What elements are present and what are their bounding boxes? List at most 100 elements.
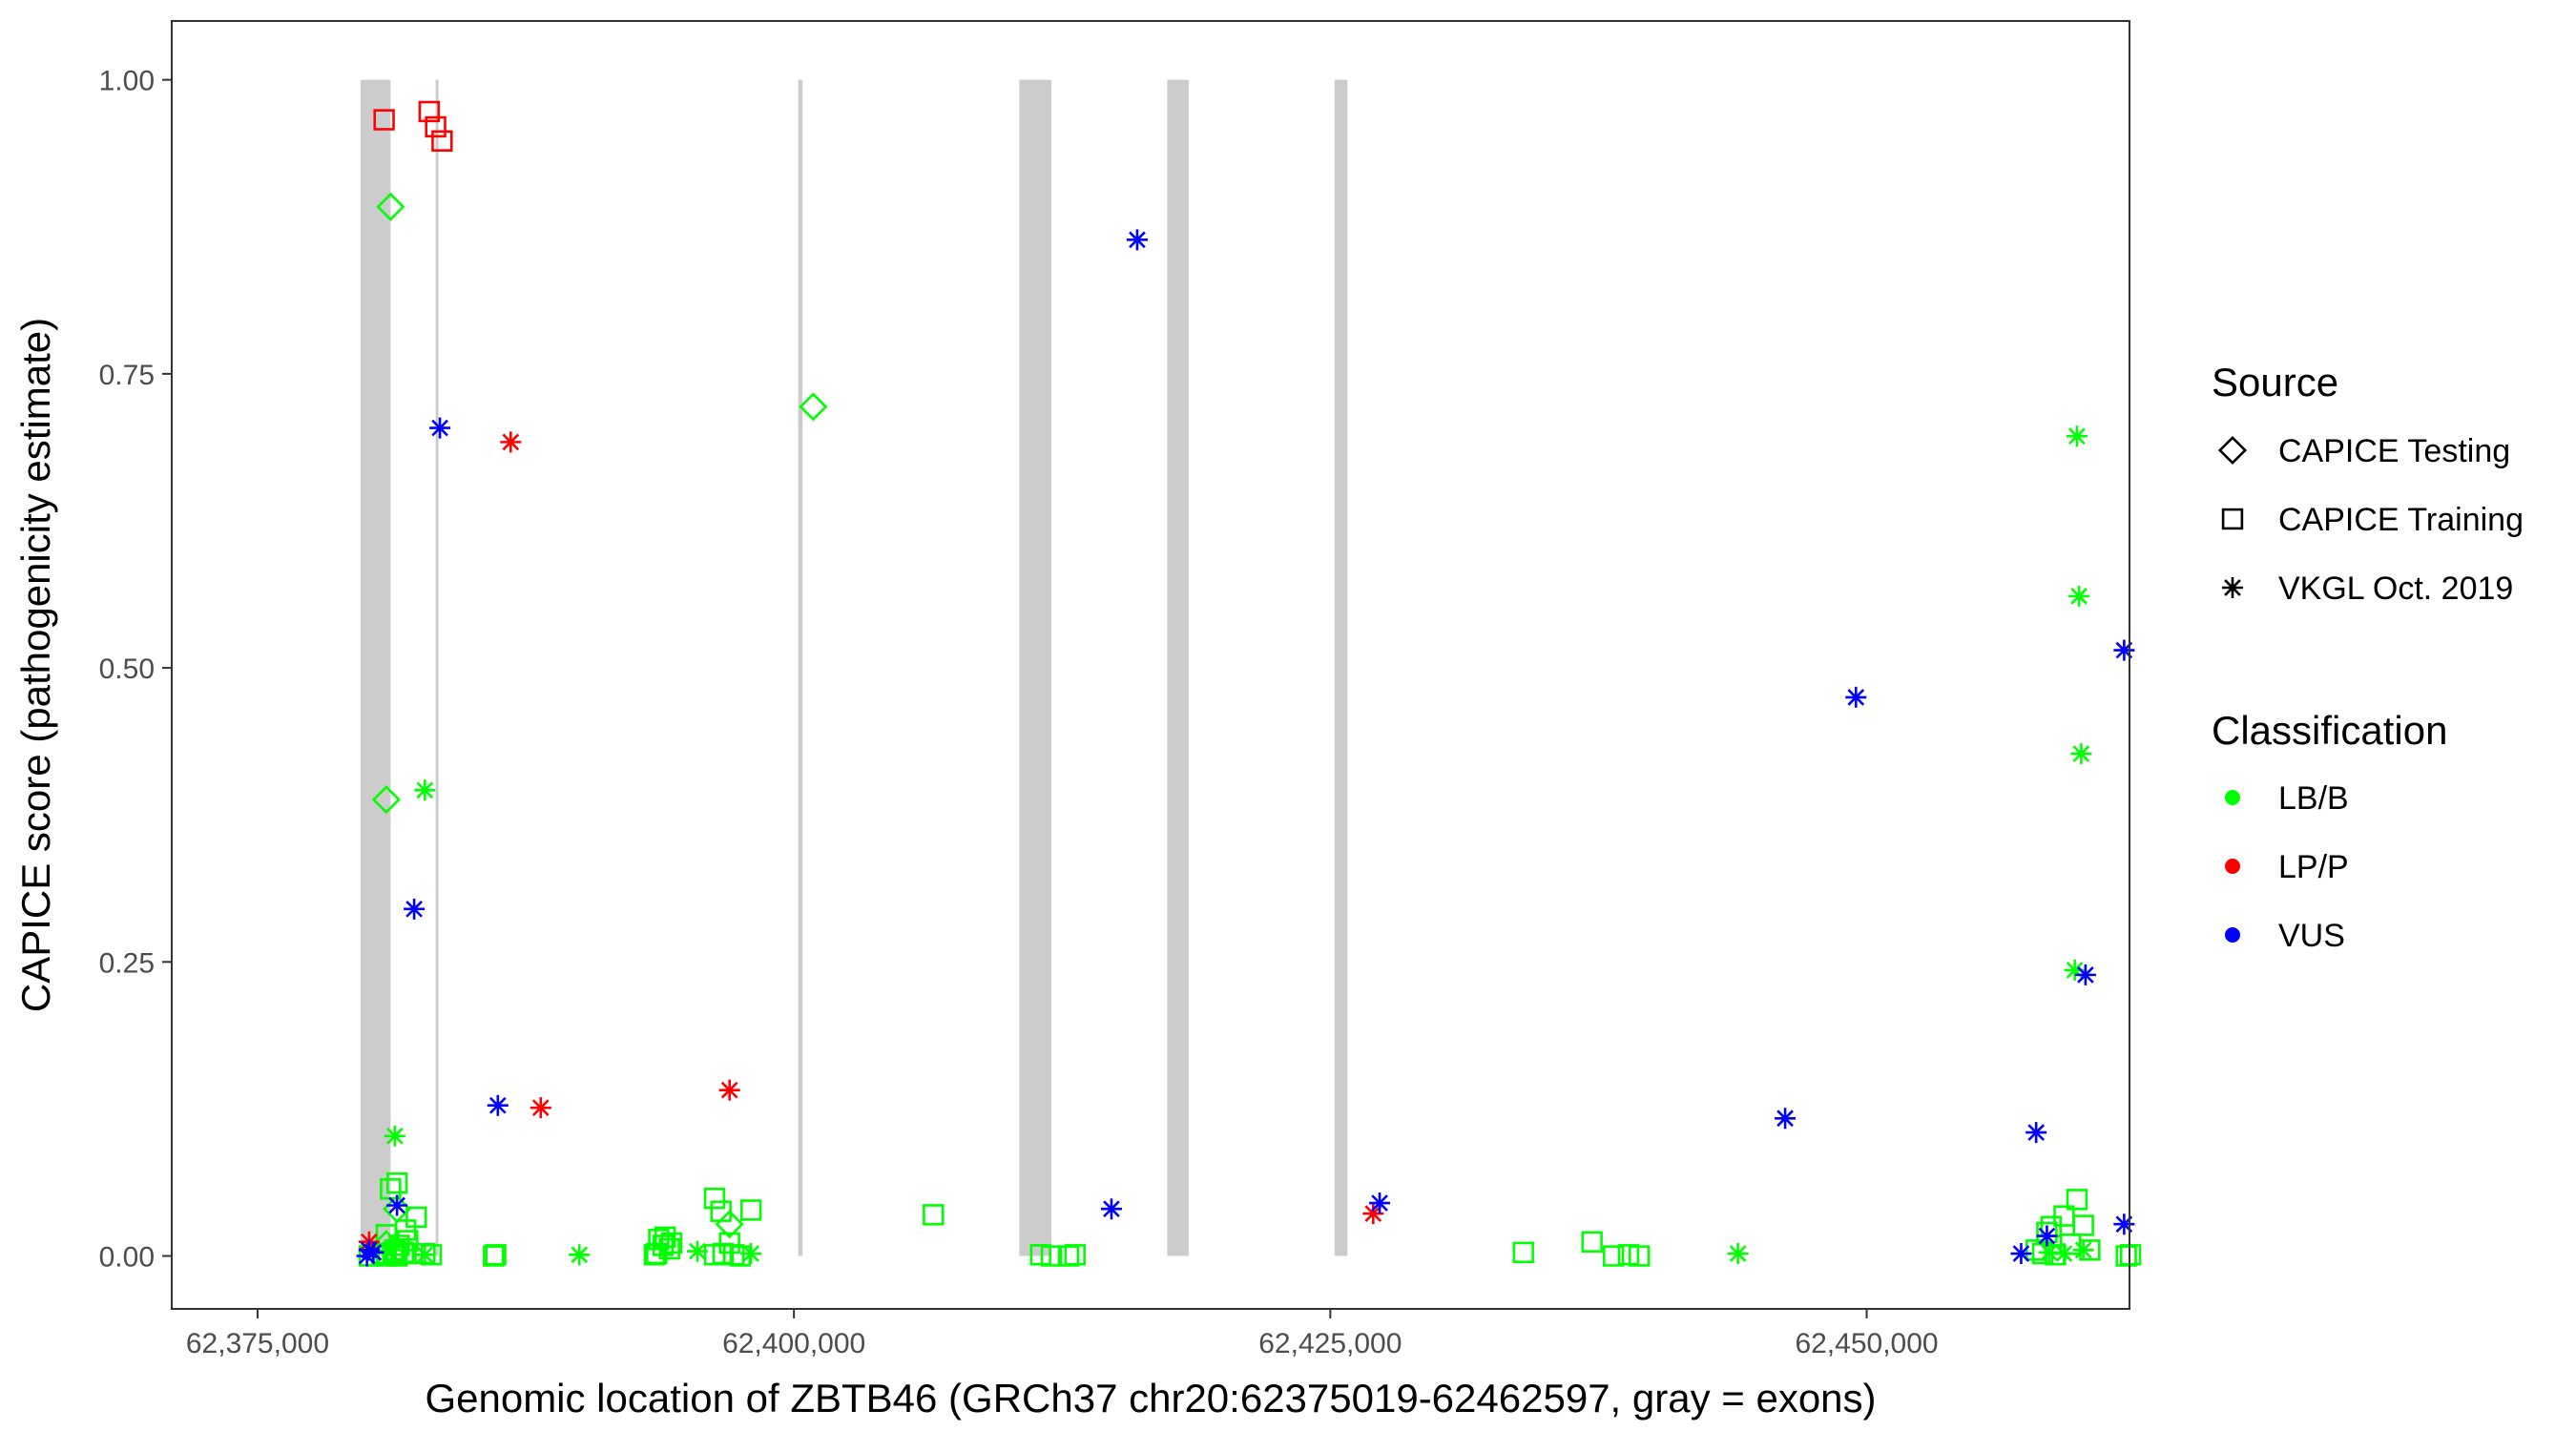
data-point-asterisk <box>429 417 451 439</box>
legend-key-dot <box>2225 927 2240 943</box>
data-point-square <box>2119 1244 2142 1266</box>
legend-entry-label: VUS <box>2278 918 2345 954</box>
plot-panel-border <box>171 20 2130 1310</box>
y-tick-label: 0.25 <box>99 947 155 979</box>
legend-key-diamond <box>2217 435 2248 466</box>
data-point-asterisk <box>487 1094 509 1116</box>
y-tick-label: 0.50 <box>99 653 155 685</box>
data-point-asterisk <box>569 1244 591 1266</box>
data-point-asterisk <box>740 1243 762 1265</box>
data-point-diamond <box>799 392 828 422</box>
data-point-square <box>712 1242 735 1265</box>
data-point-asterisk <box>1126 229 1148 251</box>
exon-band <box>798 79 803 1256</box>
x-tick-label: 62,450,000 <box>1795 1328 1938 1359</box>
axis-layer: 0.00 0.25 0.50 0.75 1.00 62,375,000 62,400,000… <box>99 66 1939 1359</box>
data-point-asterisk <box>2066 425 2088 447</box>
data-point-asterisk <box>2074 964 2096 985</box>
data-point-square <box>1628 1245 1651 1267</box>
data-point-square <box>1029 1244 1051 1266</box>
exon-layer <box>360 79 1348 1256</box>
data-point-asterisk <box>1775 1108 1797 1130</box>
data-point-asterisk <box>2053 1243 2075 1265</box>
data-point-asterisk <box>414 1244 436 1266</box>
data-point-square <box>373 109 395 131</box>
legend-key-square <box>2221 508 2244 530</box>
y-tick-label: 1.00 <box>99 66 155 97</box>
data-point-square <box>1064 1244 1086 1266</box>
data-point-asterisk <box>718 1079 740 1101</box>
data-point-square <box>1602 1245 1625 1267</box>
data-point-asterisk <box>2113 639 2135 661</box>
data-point-asterisk <box>500 431 522 453</box>
data-point-asterisk <box>2036 1225 2058 1247</box>
data-point-asterisk <box>1369 1192 1391 1214</box>
legend-entry-label: LB/B <box>2278 780 2349 817</box>
exon-band <box>1334 79 1348 1256</box>
data-point-square <box>652 1234 675 1256</box>
data-point-asterisk <box>2068 585 2090 607</box>
x-tick-label: 62,400,000 <box>722 1328 865 1359</box>
legend-key-dot <box>2225 790 2240 805</box>
data-point-square <box>2072 1214 2094 1236</box>
data-point-asterisk <box>1100 1198 1122 1220</box>
data-point-asterisk <box>2038 1241 2060 1263</box>
data-point-asterisk <box>384 1125 405 1147</box>
data-point-square <box>405 1206 427 1229</box>
point-layer <box>356 100 2142 1267</box>
data-point-square <box>392 1241 415 1264</box>
legend: Source CAPICE Testing CAPICE Training VKGL … <box>2212 360 2524 954</box>
data-point-square <box>397 1230 419 1252</box>
data-point-asterisk <box>358 1239 380 1261</box>
data-point-asterisk <box>2113 1213 2135 1235</box>
legend-entry-label: CAPICE Training <box>2278 502 2524 538</box>
data-point-square <box>485 1244 507 1266</box>
data-point-asterisk <box>1362 1203 1384 1225</box>
data-point-square <box>739 1199 762 1221</box>
y-tick-label: 0.00 <box>99 1242 155 1274</box>
legend-entry-label: LP/P <box>2278 849 2349 885</box>
data-point-asterisk <box>1845 686 1867 708</box>
data-point-square <box>418 100 441 123</box>
data-point-square <box>658 1237 680 1260</box>
data-point-square <box>1040 1245 1063 1267</box>
data-point-asterisk <box>2025 1122 2047 1144</box>
data-point-square <box>923 1204 945 1226</box>
data-point-asterisk <box>404 898 426 920</box>
data-point-square <box>425 115 447 138</box>
data-point-asterisk <box>414 779 436 801</box>
data-point-diamond <box>376 192 405 221</box>
data-point-asterisk <box>2070 743 2092 765</box>
x-axis-label: Genomic location of ZBTB46 (GRCh37 chr20… <box>425 1376 1876 1421</box>
x-tick-label: 62,425,000 <box>1258 1328 1402 1359</box>
data-point-square <box>703 1187 726 1210</box>
data-point-square <box>431 130 453 152</box>
legend-entry-label: CAPICE Testing <box>2278 433 2510 469</box>
y-tick-label: 0.75 <box>99 360 155 391</box>
legend-key-asterisk <box>2222 577 2243 598</box>
exon-band <box>435 79 439 1256</box>
legend-key-dot <box>2225 859 2240 874</box>
data-point-square <box>1512 1241 1534 1264</box>
data-point-asterisk <box>386 1194 408 1216</box>
data-point-diamond <box>371 785 401 815</box>
exon-band <box>360 79 391 1256</box>
data-point-asterisk <box>2010 1243 2032 1265</box>
data-point-asterisk <box>1727 1243 1749 1265</box>
data-point-asterisk <box>686 1240 708 1262</box>
legend-entry-label: VKGL Oct. 2019 <box>2278 570 2513 607</box>
data-point-asterisk <box>363 1241 384 1263</box>
data-point-asterisk <box>356 1245 378 1267</box>
legend-title-classification: Classification <box>2212 708 2447 753</box>
data-point-square <box>1581 1231 1603 1253</box>
data-point-square <box>385 1172 408 1194</box>
data-point-square <box>2066 1189 2088 1211</box>
exon-band <box>1019 79 1051 1256</box>
data-point-square <box>1617 1244 1640 1266</box>
data-point-asterisk <box>2072 1239 2094 1261</box>
data-point-asterisk <box>2064 959 2086 981</box>
exon-band <box>1167 79 1189 1256</box>
data-point-asterisk <box>530 1097 551 1119</box>
